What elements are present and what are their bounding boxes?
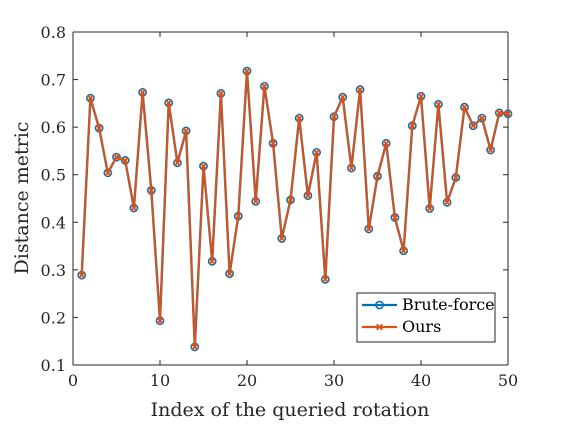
data-point [252,197,260,205]
data-point [78,271,86,279]
y-tick-label: 0.1 [41,356,66,375]
data-point [156,317,164,325]
data-point [374,172,381,180]
data-point [243,67,251,75]
x-axis-label: Index of the queried rotation [151,399,430,421]
data-point [217,89,225,97]
data-point [434,100,442,108]
data-point [139,88,147,96]
data-point [130,204,138,212]
data-point [321,275,329,283]
data-point [104,169,112,177]
y-tick-label: 0.3 [41,261,66,280]
series-line [80,70,509,348]
series-ours [78,67,512,351]
data-point [452,174,460,182]
data-point [443,198,451,206]
data-point [304,192,312,200]
data-point [382,139,390,147]
data-point [269,139,277,147]
data-point [287,196,294,204]
data-point [295,114,303,122]
data-point [468,121,478,131]
y-tick-label: 0.4 [41,213,66,232]
data-point [478,114,486,122]
legend: Brute-force Ours [356,292,496,343]
legend-label: Brute-force [402,295,495,314]
data-point [391,214,399,221]
data-point [495,109,503,117]
data-point [226,270,234,278]
y-tick-label: 0.8 [41,23,66,42]
x-tick-label: 40 [411,371,431,390]
data-point [400,247,408,255]
data-point [487,146,495,154]
data-point [504,110,512,118]
data-point [182,127,190,135]
data-point [313,148,321,156]
axes: 0 10 20 30 40 50 0.1 0.2 0.3 0.4 0.5 0.6 0.7 0.8 [41,23,519,390]
data-point [208,257,216,265]
data-point [173,159,181,167]
data-point [86,94,94,102]
x-tick-label: 0 [68,371,78,390]
y-tick-label: 0.2 [41,308,66,327]
data-point [365,225,373,233]
data-point [339,93,347,101]
data-point [191,343,199,351]
y-tick-label: 0.6 [41,118,66,137]
data-point [260,82,268,90]
data-point [165,99,173,107]
data-point [147,186,155,194]
legend-marker [375,300,384,310]
data-point [113,153,120,161]
data-point [469,122,477,130]
legend-label: Ours [402,317,441,336]
legend-entry: Ours [362,317,441,336]
x-tick-label: 20 [237,371,257,390]
y-axis-label: Distance metric [11,122,33,275]
legend-entry: Brute-force [362,295,495,314]
data-point [356,86,364,93]
data-point [417,92,425,100]
x-tick-label: 50 [498,371,518,390]
data-point [234,212,242,220]
x-tick-label: 10 [150,371,170,390]
data-point [408,122,416,130]
legend-marker [376,323,383,331]
data-point [112,152,121,162]
x-tick-label: 30 [324,371,344,390]
data-point [426,205,434,212]
data-point [461,103,468,111]
data-point [278,235,286,242]
y-tick-label: 0.5 [41,166,66,185]
series-layer [77,66,513,352]
data-point [347,164,355,172]
y-tick-label: 0.7 [41,71,66,90]
data-point [121,157,129,164]
data-point [200,162,207,170]
data-point [95,124,103,132]
data-point [330,113,338,121]
